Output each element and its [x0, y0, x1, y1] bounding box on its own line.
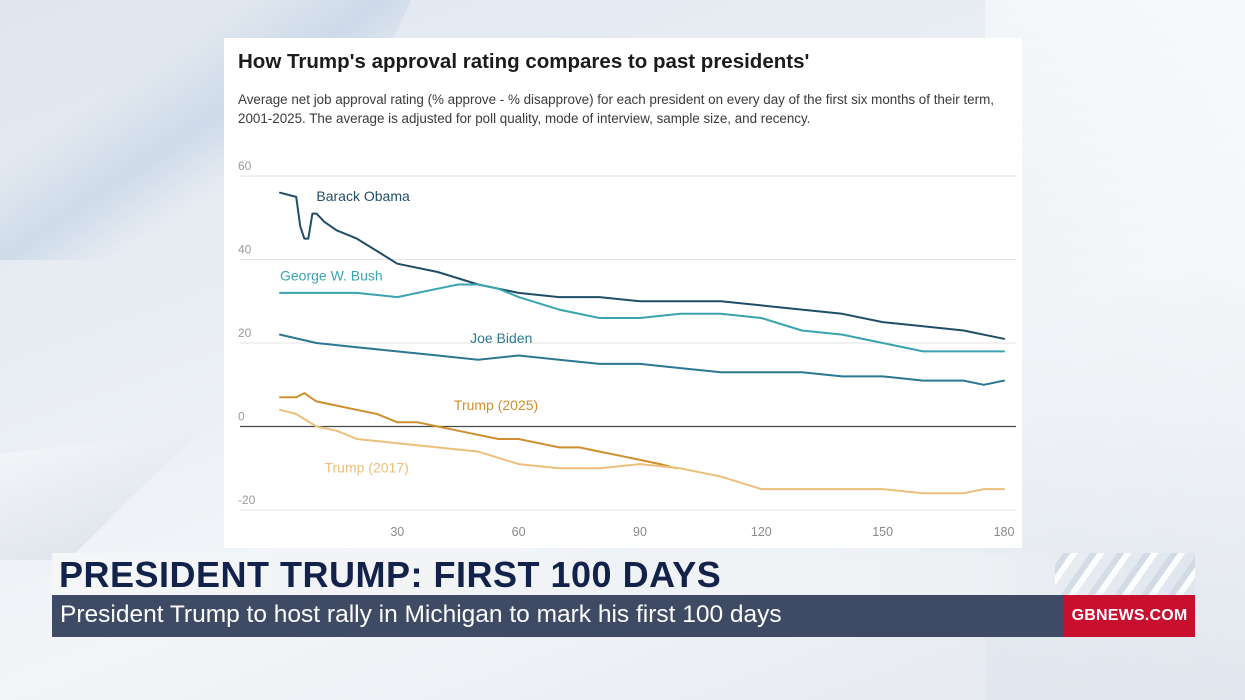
- series-label-joe-biden: Joe Biden: [470, 330, 532, 346]
- headline-stripe-decoration: [1055, 553, 1195, 595]
- chart-subtitle: Average net job approval rating (% appro…: [238, 92, 994, 126]
- x-tick-label: 150: [872, 525, 893, 539]
- background-panel-shape: [0, 430, 200, 560]
- headline-bar: PRESIDENT TRUMP: FIRST 100 DAYS: [52, 553, 1195, 595]
- ticker-bar: President Trump to host rally in Michiga…: [52, 595, 1064, 637]
- series-label-george-w-bush: George W. Bush: [280, 267, 383, 283]
- x-tick-label: 90: [633, 525, 647, 539]
- y-tick-label: 20: [238, 326, 252, 340]
- x-tick-label: 60: [512, 525, 526, 539]
- x-tick-label: 120: [751, 525, 772, 539]
- series-label-trump-2017: Trump (2017): [324, 459, 408, 475]
- y-tick-label: 0: [238, 410, 245, 424]
- approval-line-chart: 60 40 20 0 -20 30 60 90 120 150 180 Barack Obama Geo…: [238, 159, 1016, 539]
- lower-third: PRESIDENT TRUMP: FIRST 100 DAYS Presiden…: [52, 553, 1195, 637]
- series-line-trump-2025: [279, 392, 678, 470]
- series-line-trump-2017: [279, 408, 1005, 495]
- headline-text: PRESIDENT TRUMP: FIRST 100 DAYS: [59, 554, 722, 595]
- y-tick-label: -20: [238, 493, 256, 507]
- chart-title: How Trump's approval rating compares to …: [238, 50, 810, 73]
- x-tick-label: 30: [390, 525, 404, 539]
- brand-badge: GBNEWS.COM: [1064, 595, 1195, 637]
- series-label-trump-2025: Trump (2025): [454, 397, 538, 413]
- ticker-text: President Trump to host rally in Michiga…: [60, 601, 782, 628]
- series-line-george-w-bush: [279, 283, 1005, 353]
- series-label-barack-obama: Barack Obama: [316, 188, 410, 204]
- series-line-joe-biden: [279, 333, 1005, 386]
- x-tick-label: 180: [994, 525, 1015, 539]
- y-tick-label: 60: [238, 159, 252, 173]
- y-tick-label: 40: [238, 243, 252, 257]
- chart-card: How Trump's approval rating compares to …: [224, 38, 1022, 548]
